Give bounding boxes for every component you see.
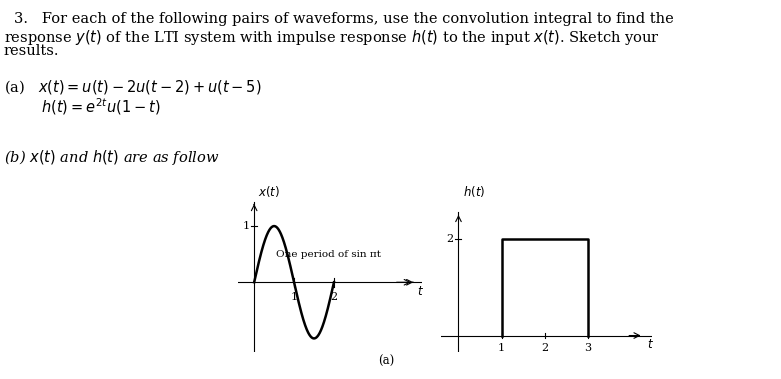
Text: (b) $x(t)$ and $h(t)$ are as follow: (b) $x(t)$ and $h(t)$ are as follow [4, 148, 219, 167]
Text: 3: 3 [584, 343, 591, 353]
Text: 3.   For each of the following pairs of waveforms, use the convolution integral : 3. For each of the following pairs of wa… [14, 12, 674, 26]
Text: 1: 1 [242, 221, 249, 231]
Text: (a)   $x(t) = u(t) - 2u(t-2) + u(t-5)$: (a) $x(t) = u(t) - 2u(t-2) + u(t-5)$ [4, 78, 262, 96]
Text: 2: 2 [330, 292, 337, 302]
Text: $t$: $t$ [647, 338, 654, 351]
Text: results.: results. [4, 44, 59, 58]
Text: $h(t)$: $h(t)$ [463, 184, 485, 199]
Text: (a): (a) [379, 355, 394, 368]
Text: 1: 1 [498, 343, 505, 353]
Text: 2: 2 [541, 343, 548, 353]
Text: 1: 1 [291, 292, 298, 302]
Text: $x(t)$: $x(t)$ [259, 184, 280, 199]
Text: 2: 2 [446, 234, 453, 244]
Text: response $y(t)$ of the LTI system with impulse response $h(t)$ to the input $x(t: response $y(t)$ of the LTI system with i… [4, 28, 660, 47]
Text: $h(t) = e^{2t}u(1-t)$: $h(t) = e^{2t}u(1-t)$ [4, 96, 161, 117]
Text: One period of sin πt: One period of sin πt [276, 250, 381, 258]
Text: $t$: $t$ [417, 285, 424, 298]
